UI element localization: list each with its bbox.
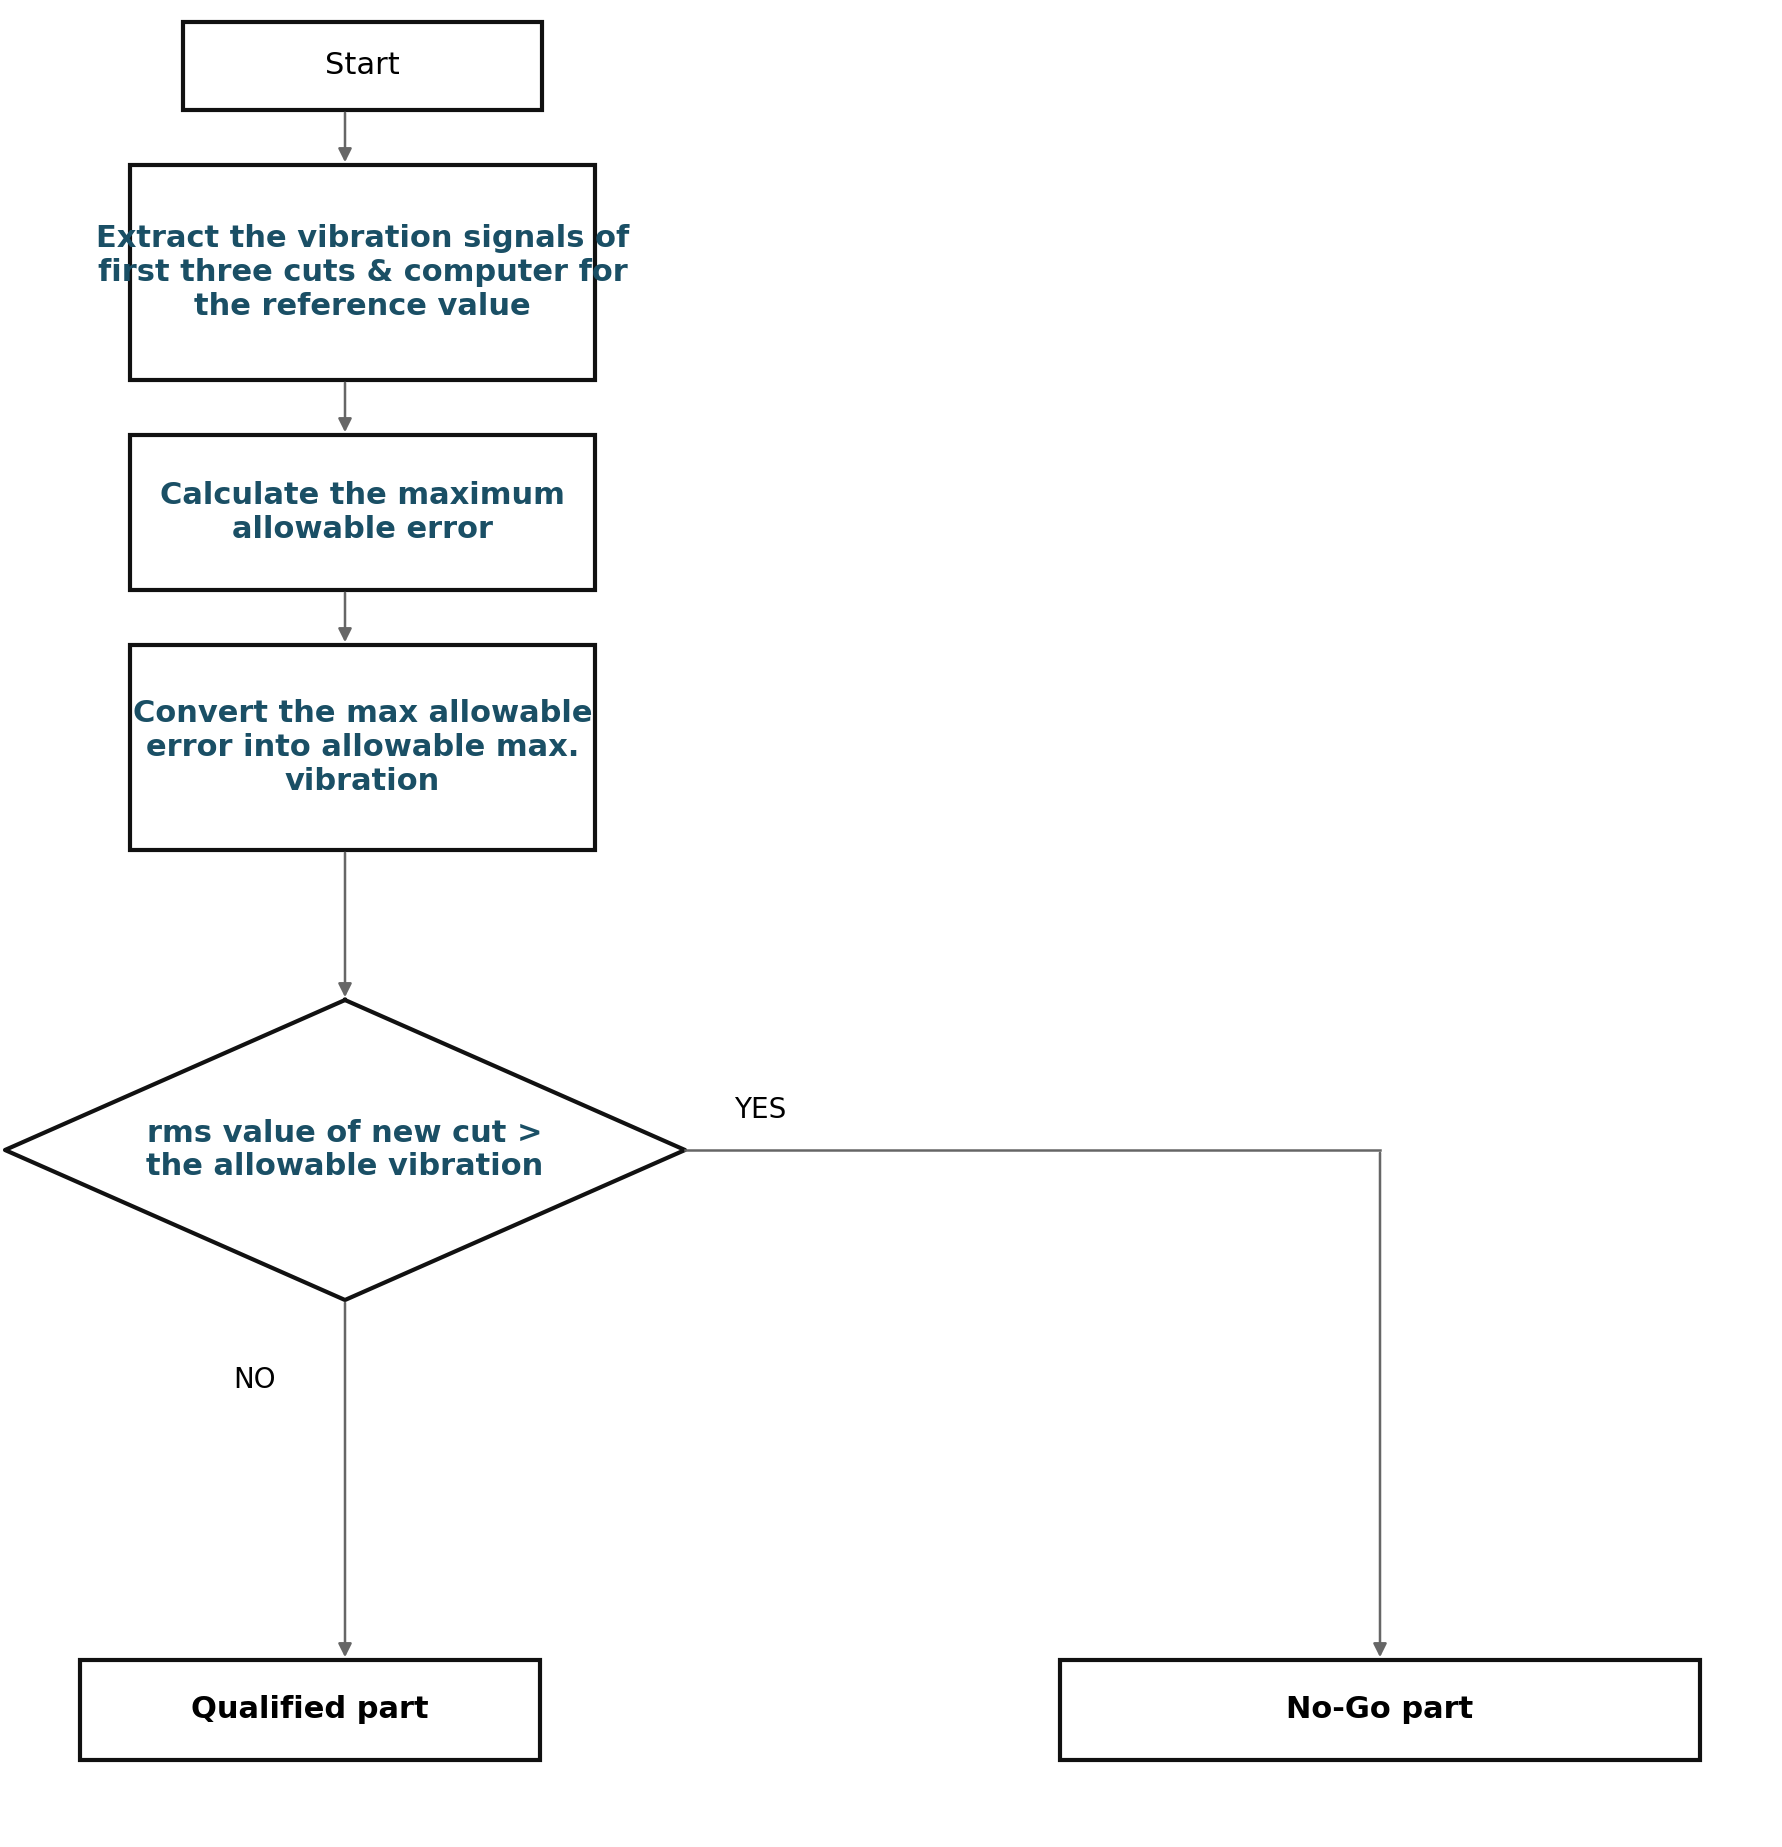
Bar (80, 1660, 540, 1760)
Bar (1060, 1660, 1700, 1760)
Bar (130, 164, 595, 380)
Text: NO: NO (233, 1367, 276, 1394)
Bar (130, 436, 595, 589)
Text: No-Go part: No-Go part (1287, 1696, 1474, 1725)
Bar (130, 645, 595, 850)
Text: Convert the max allowable
error into allowable max.
vibration: Convert the max allowable error into all… (132, 700, 592, 796)
Text: Start: Start (324, 52, 399, 81)
Text: rms value of new cut >
the allowable vibration: rms value of new cut > the allowable vib… (146, 1119, 544, 1182)
Text: Calculate the maximum
allowable error: Calculate the maximum allowable error (160, 482, 565, 543)
Text: Qualified part: Qualified part (191, 1696, 429, 1725)
Text: YES: YES (734, 1095, 786, 1125)
Text: Extract the vibration signals of
first three cuts & computer for
the reference v: Extract the vibration signals of first t… (96, 223, 629, 321)
Bar (184, 22, 542, 111)
